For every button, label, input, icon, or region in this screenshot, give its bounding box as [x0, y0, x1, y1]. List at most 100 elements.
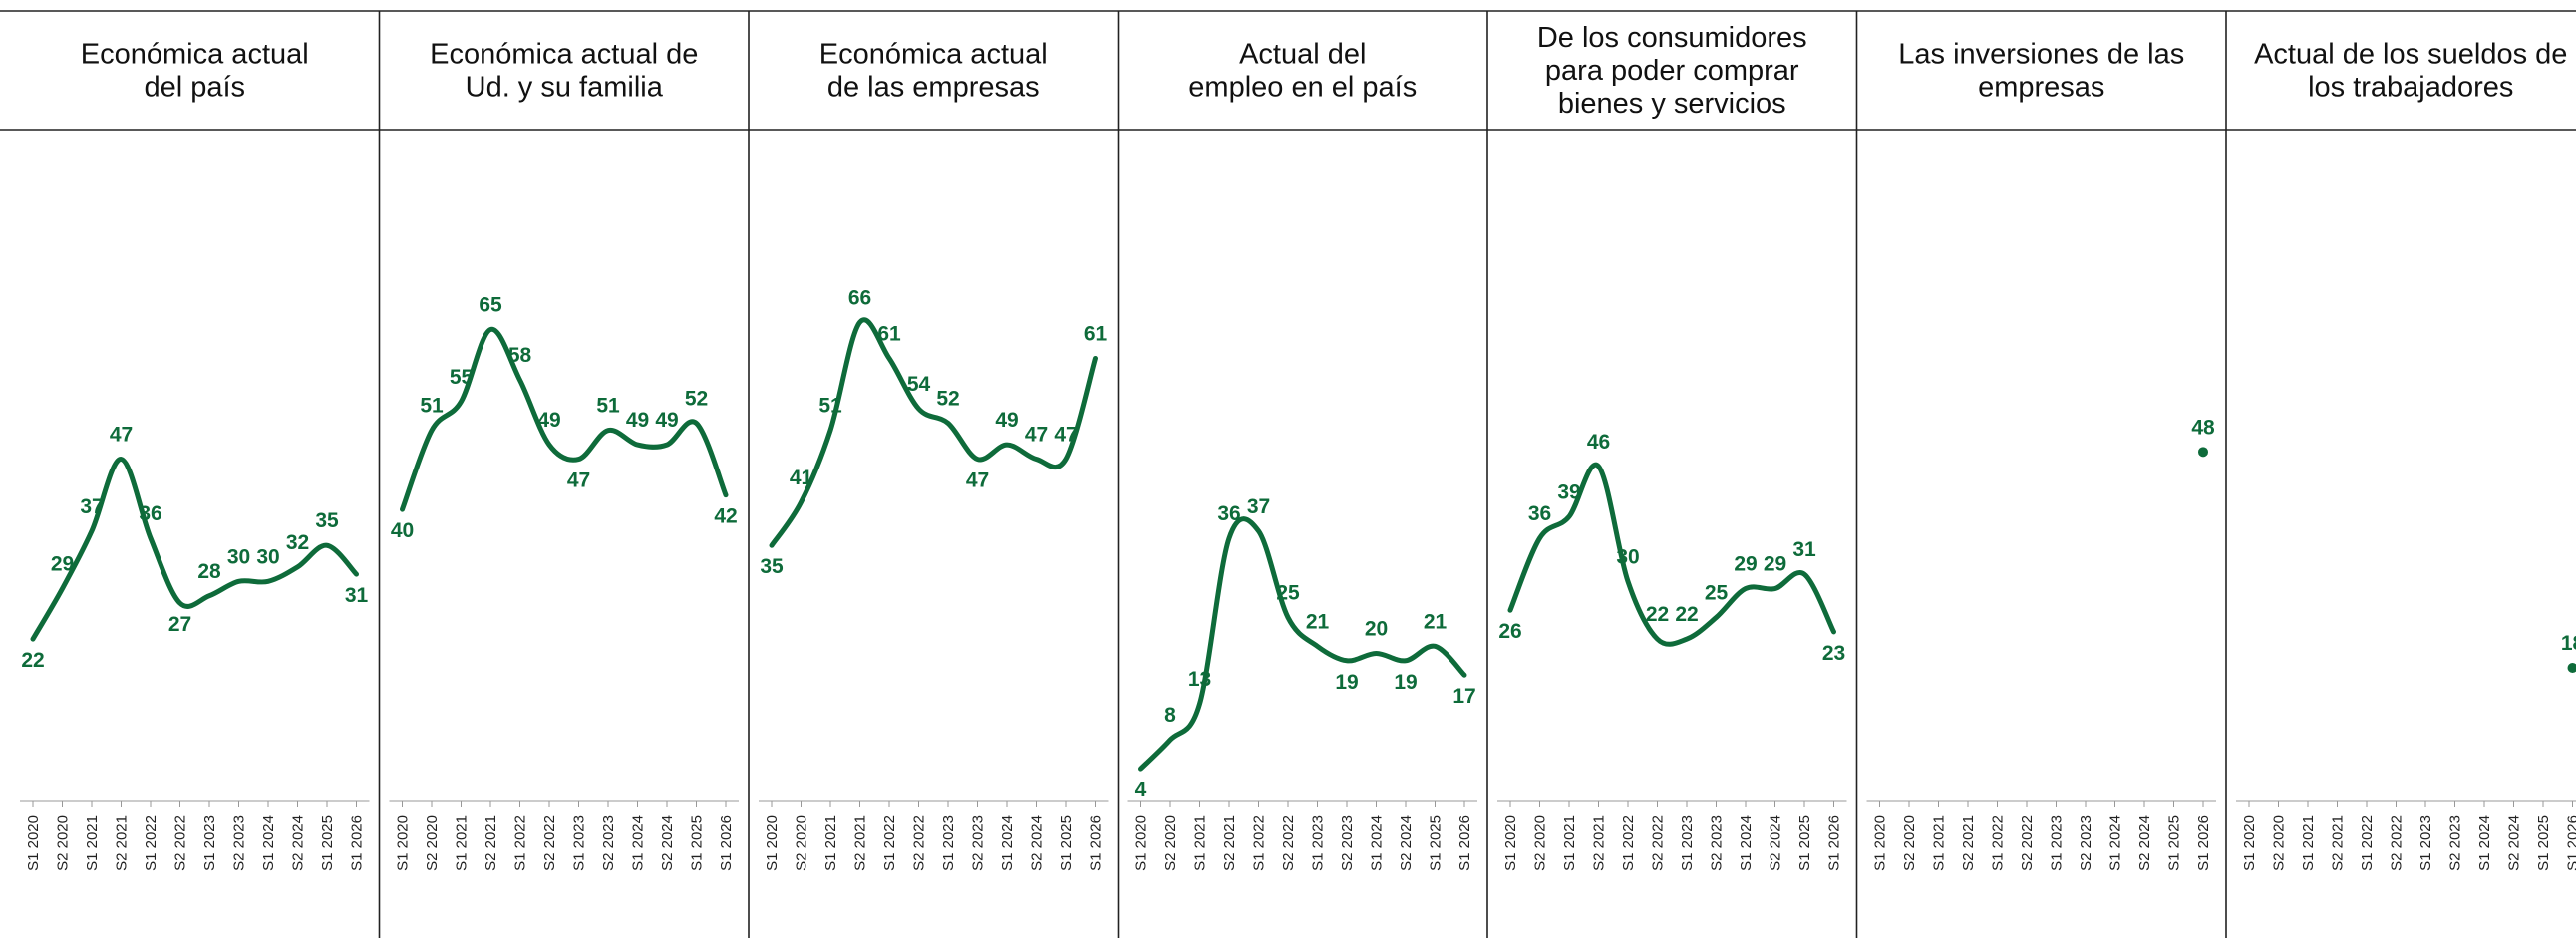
x-tick-label: S2 2023	[231, 815, 248, 871]
data-label: 61	[877, 322, 901, 345]
x-tick-label: S1 2023	[571, 815, 588, 871]
x-tick-label: S1 2026	[349, 815, 366, 871]
x-tick-label: S1 2022	[1990, 815, 2007, 871]
data-label: 13	[1188, 668, 1211, 691]
panel-title: Económica actual de Ud. y su familia	[430, 39, 698, 104]
panel-title-line: Económica actual	[81, 39, 309, 71]
x-tick-label: S2 2022	[2389, 815, 2406, 871]
x-tick-label: S1 2020	[395, 815, 412, 871]
x-tick-label: S1 2022	[2359, 815, 2376, 871]
x-tick-label: S2 2024	[2506, 815, 2523, 871]
data-label: 30	[256, 545, 279, 568]
data-label: 17	[1452, 685, 1475, 708]
data-label: 51	[596, 395, 620, 418]
panel-title-line: De los consumidores	[1537, 22, 1807, 54]
data-label: 31	[345, 584, 369, 607]
panel-title-line: para poder comprar	[1545, 55, 1799, 87]
x-tick-label: S1 2020	[1872, 815, 1889, 871]
series-line	[400, 327, 729, 512]
x-tick-label: S2 2020	[794, 815, 810, 871]
panel-title-line: de las empresas	[827, 72, 1040, 104]
data-label: 49	[655, 409, 678, 432]
x-tick-label: S2 2022	[2019, 815, 2036, 871]
x-tick-label: S1 2021	[1931, 815, 1948, 871]
series-point	[2198, 447, 2208, 458]
panel-title: Económica actual del país	[81, 39, 309, 104]
panel-title: Las inversiones de las empresas	[1898, 39, 2184, 104]
x-tick-label: S2 2023	[600, 815, 617, 871]
x-tick-label: S2 2023	[1339, 815, 1356, 871]
x-tick-label: S1 2025	[1796, 815, 1813, 871]
data-label: 61	[1084, 322, 1108, 345]
x-tick-label: S1 2021	[454, 815, 471, 871]
x-tick-label: S1 2025	[1058, 815, 1075, 871]
data-label: 22	[1675, 603, 1698, 626]
data-label: 47	[966, 469, 989, 492]
x-tick-label: S1 2024	[630, 815, 647, 871]
x-tick-label: S1 2022	[1251, 815, 1268, 871]
x-tick-label: S1 2021	[1561, 815, 1578, 871]
data-label: 4	[1135, 779, 1147, 801]
panel-title: Económica actual de las empresas	[819, 39, 1048, 104]
x-tick-label: S1 2024	[999, 815, 1016, 871]
data-label: 36	[1217, 502, 1240, 525]
data-label: 23	[1822, 642, 1845, 665]
data-label: 36	[1528, 502, 1551, 525]
x-tick-label: S2 2021	[114, 815, 131, 871]
x-tick-label: S2 2022	[1280, 815, 1297, 871]
data-label: 48	[2191, 416, 2215, 439]
x-tick-label: S1 2026	[2565, 815, 2576, 871]
data-label: 27	[168, 613, 191, 636]
data-label: 47	[110, 424, 133, 447]
x-tick-label: S2 2020	[1162, 815, 1179, 871]
series-point	[2567, 663, 2576, 673]
data-label: 19	[1394, 671, 1417, 694]
data-label: 25	[1276, 581, 1300, 604]
x-tick-label: S2 2023	[1709, 815, 1726, 871]
x-tick-label: S2 2021	[483, 815, 499, 871]
panel-title: De los consumidores para poder comprar bie…	[1537, 22, 1807, 120]
series-line	[1138, 516, 1467, 772]
x-tick-label: S2 2022	[172, 815, 189, 871]
x-tick-label: S1 2021	[2300, 815, 2317, 871]
x-tick-label: S2 2021	[852, 815, 869, 871]
x-tick-label: S2 2024	[290, 815, 307, 871]
x-tick-label: S1 2022	[143, 815, 160, 871]
panel-title: Actual de los sueldos de los trabajadores	[2254, 39, 2567, 104]
data-label: 47	[1025, 424, 1048, 447]
x-tick-label: S1 2022	[881, 815, 898, 871]
data-label: 30	[227, 545, 250, 568]
x-tick-label: S2 2022	[541, 815, 558, 871]
x-tick-label: S2 2024	[2136, 815, 2153, 871]
data-label: 52	[685, 387, 708, 410]
data-label: 49	[626, 409, 649, 432]
series-line	[769, 317, 1098, 548]
x-tick-label: S1 2023	[2417, 815, 2434, 871]
data-label: 29	[51, 553, 74, 576]
data-label: 52	[936, 387, 959, 410]
data-label: 22	[1646, 603, 1669, 626]
x-tick-label: S1 2023	[1310, 815, 1327, 871]
data-label: 58	[508, 344, 532, 367]
x-tick-label: S1 2024	[1369, 815, 1386, 871]
data-label: 49	[537, 409, 560, 432]
data-label: 31	[1792, 538, 1816, 561]
data-label: 18	[2561, 632, 2576, 655]
x-tick-label: S2 2023	[970, 815, 987, 871]
x-tick-label: S2 2024	[659, 815, 676, 871]
x-tick-label: S2 2020	[424, 815, 441, 871]
data-label: 39	[1557, 480, 1580, 503]
data-label: 65	[479, 294, 502, 317]
x-tick-label: S2 2020	[55, 815, 72, 871]
panel-title-line: Ud. y su familia	[466, 72, 664, 104]
data-label: 32	[286, 531, 309, 554]
x-tick-label: S1 2023	[201, 815, 218, 871]
x-tick-label: S2 2021	[1591, 815, 1608, 871]
data-label: 51	[420, 395, 444, 418]
panel-title-line: Económica actual de	[430, 39, 698, 71]
data-label: 41	[790, 467, 813, 489]
data-label: 37	[1247, 495, 1270, 518]
x-tick-label: S1 2026	[1088, 815, 1105, 871]
